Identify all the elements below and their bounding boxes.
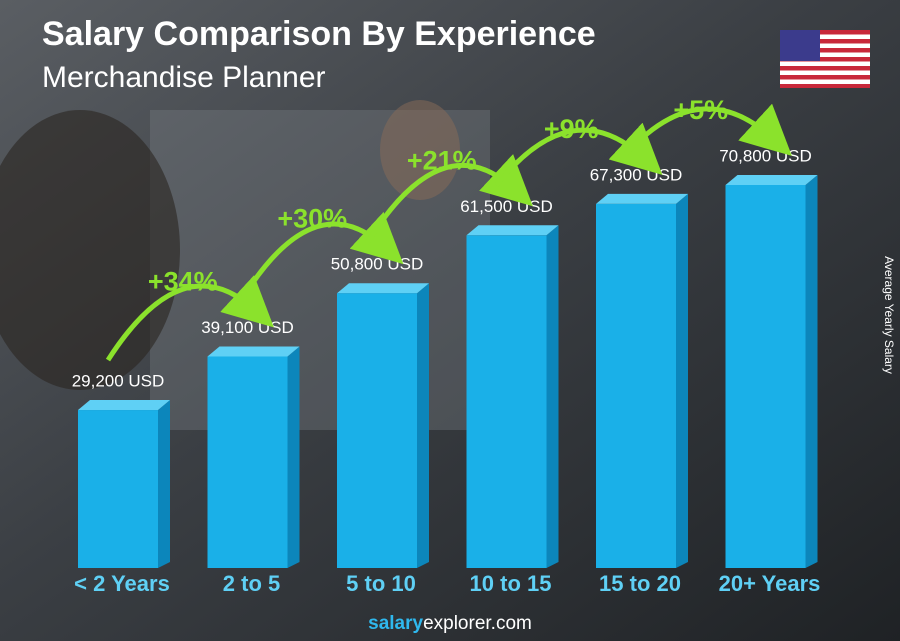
bar-side	[805, 175, 818, 568]
change-arrow	[624, 103, 792, 156]
change-label: +5%	[673, 95, 728, 125]
bar	[337, 293, 417, 568]
bar-top	[466, 225, 559, 236]
bar	[78, 410, 158, 568]
bar-side	[417, 283, 429, 568]
y-axis-label: Average Yearly Salary	[882, 256, 896, 374]
value-label: 39,100 USD	[201, 318, 294, 337]
bar-top	[78, 400, 170, 411]
background-figure	[0, 110, 180, 390]
change-label: +21%	[407, 145, 477, 175]
bar-top	[596, 193, 688, 204]
flag-canton	[780, 30, 820, 61]
value-label: 29,200 USD	[72, 372, 165, 391]
change-arrow	[494, 122, 663, 187]
x-tick-label: 10 to 15	[470, 571, 552, 596]
bar-side	[158, 400, 170, 568]
flag	[780, 30, 870, 88]
change-label: +9%	[544, 114, 599, 144]
value-label: 61,500 USD	[460, 197, 553, 216]
bar	[207, 356, 288, 568]
source: salaryexplorer.com	[368, 613, 532, 634]
x-tick-label: 15 to 20	[599, 571, 681, 596]
bar	[466, 235, 547, 568]
value-label: 70,800 USD	[719, 146, 812, 165]
value-label: 50,800 USD	[331, 255, 424, 274]
x-tick-label: 5 to 10	[346, 571, 416, 596]
value-label: 67,300 USD	[590, 165, 683, 184]
bar-side	[676, 193, 688, 569]
bar-top	[207, 346, 300, 357]
change-arrow	[105, 275, 274, 362]
bar	[725, 185, 806, 568]
bar-top	[725, 175, 818, 185]
change-label: +30%	[277, 203, 347, 233]
background-figure	[380, 100, 460, 200]
change-arrow	[235, 211, 404, 308]
bar	[596, 203, 676, 569]
bar-side	[546, 225, 559, 568]
bar-side	[287, 346, 300, 568]
change-label: +34%	[148, 267, 218, 297]
source-brand: salary	[368, 613, 423, 634]
x-tick-label: < 2 Years	[74, 571, 170, 596]
flag-stripes	[780, 30, 870, 88]
source-rest: explorer.com	[423, 613, 532, 634]
chart-title: Salary Comparison By Experience	[42, 15, 596, 53]
x-tick-label: 2 to 5	[223, 571, 280, 596]
x-tick-label: 20+ Years	[719, 571, 821, 596]
bar-top	[337, 283, 429, 294]
chart-subtitle: Merchandise Planner	[42, 61, 326, 94]
change-arrow	[364, 153, 533, 245]
